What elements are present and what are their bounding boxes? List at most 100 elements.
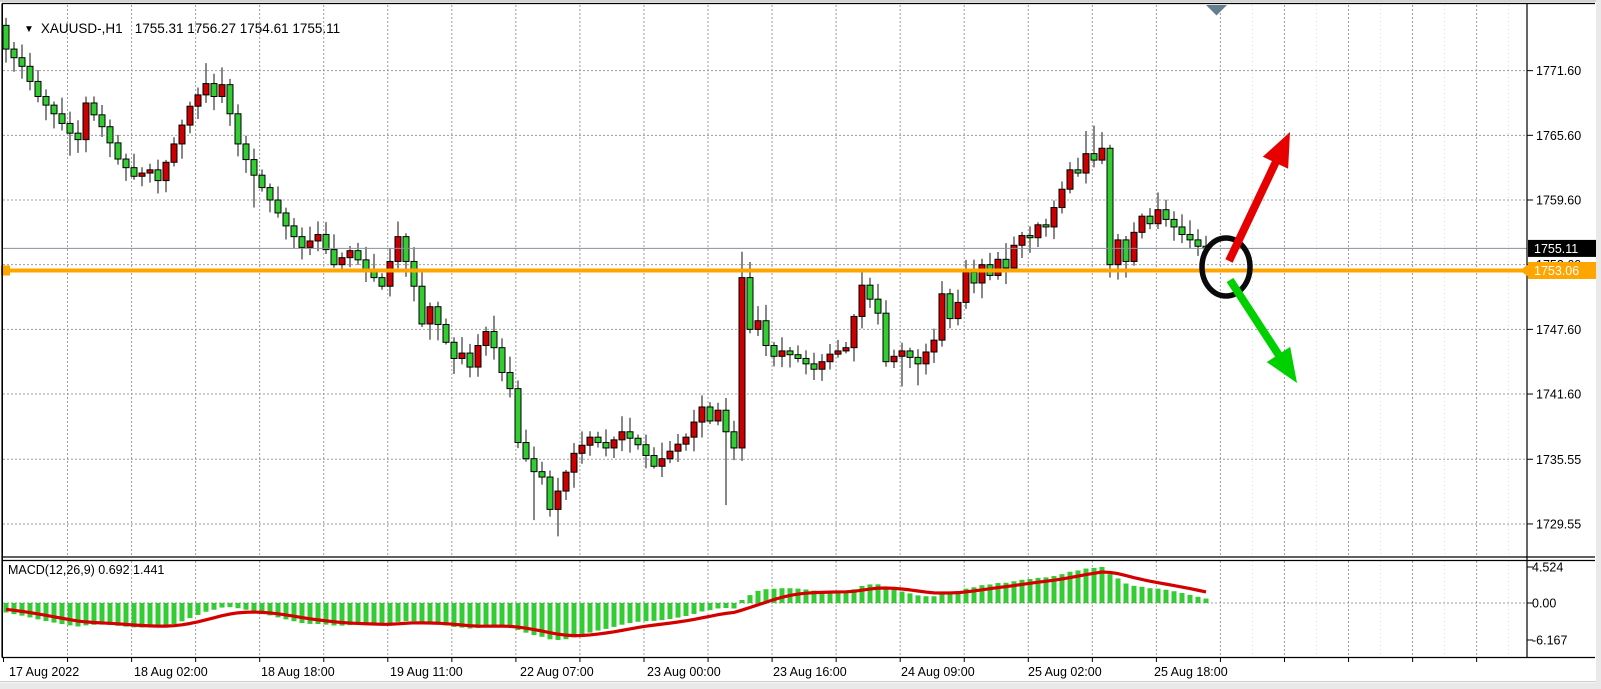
breakout-zone-circle-annotation[interactable] [1199, 235, 1253, 299]
macd-histogram-bar [659, 603, 665, 621]
time-axis-label: 22 Aug 07:00 [520, 665, 594, 679]
candle [818, 361, 826, 370]
macd-histogram-bar [867, 584, 873, 603]
window-right-edge [1596, 0, 1601, 689]
macd-histogram-bar [435, 603, 441, 625]
price-axis[interactable]: 1771.601765.601759.601753.601747.601741.… [1520, 64, 1596, 648]
macd-histogram-bar [859, 585, 865, 603]
macd-histogram-bar [371, 603, 377, 626]
macd-histogram-bar [1147, 588, 1153, 603]
price-axis-label: 1771.60 [1536, 64, 1581, 78]
macd-histogram-bar [339, 603, 345, 626]
macd-histogram-bar [307, 603, 313, 624]
macd-histogram-bar [1019, 579, 1025, 603]
candle [674, 443, 682, 452]
candle [162, 161, 170, 182]
candle [210, 83, 218, 98]
candle [1186, 233, 1194, 241]
macd-histogram-bar [1171, 591, 1177, 603]
macd-signal-line [5, 570, 1207, 638]
macd-histogram-bar [187, 603, 193, 619]
macd-histogram-bar [195, 603, 201, 615]
macd-histogram-bar [411, 603, 417, 622]
macd-histogram-bar [99, 603, 105, 625]
candle [82, 102, 90, 141]
macd-histogram-bar [1051, 576, 1057, 603]
macd-histogram-bar [515, 603, 521, 630]
trendline-anchor-handle[interactable] [1, 265, 10, 276]
macd-histogram-bar [235, 603, 241, 609]
macd-histogram-bar [819, 591, 825, 603]
candle [906, 350, 914, 358]
candle [362, 259, 370, 270]
macd-histogram-bar [267, 603, 273, 616]
macd-histogram-bar [387, 603, 393, 625]
candle [498, 347, 506, 373]
candle [874, 298, 882, 314]
candle [34, 80, 42, 98]
candle [194, 94, 202, 107]
candle [66, 122, 74, 134]
candle [978, 264, 986, 284]
macd-histogram-bar [603, 603, 609, 629]
candle [298, 236, 306, 248]
macd-histogram-bar [579, 603, 585, 636]
macd-histogram-bar [1035, 577, 1041, 603]
time-axis-label: 18 Aug 02:00 [134, 665, 208, 679]
annotations-layer [1199, 5, 1297, 383]
macd-histogram-bar [35, 603, 41, 620]
candle [842, 347, 850, 352]
macd-histogram-bar [675, 603, 681, 618]
macd-histogram-bar [395, 603, 401, 622]
overlay-lines[interactable] [1, 247, 1527, 276]
candle [338, 257, 346, 266]
macd-histogram-bar [507, 603, 513, 628]
candle [690, 421, 698, 438]
bearish-scenario-arrow-annotation[interactable] [1226, 277, 1297, 383]
time-axis-label: 23 Aug 16:00 [773, 665, 847, 679]
candle [170, 143, 178, 163]
macd-histogram-bar [363, 603, 369, 625]
candle [1146, 215, 1154, 225]
time-axis-label: 24 Aug 09:00 [901, 665, 975, 679]
candle [1018, 235, 1026, 246]
candle [482, 331, 490, 347]
macd-histogram-bar [1187, 594, 1193, 603]
candle [234, 113, 242, 145]
candle [586, 436, 594, 446]
macd-histogram-bar [1195, 596, 1201, 603]
candle [514, 388, 522, 444]
chart-shift-marker-icon[interactable] [1206, 5, 1227, 16]
macd-axis-label: -6.167 [1532, 634, 1567, 648]
macd-histogram-bar [203, 603, 209, 612]
chart-title-bar: ▼ XAUUSD-,H1 1755.31 1756.27 1754.61 1755.… [9, 2, 340, 36]
candles-layer [3, 17, 1210, 537]
macd-histogram-bar [523, 603, 529, 633]
candle [946, 293, 954, 320]
candle [610, 439, 618, 449]
macd-histogram-bar [739, 599, 745, 603]
candle [434, 306, 442, 326]
candle [994, 258, 1002, 276]
candle [890, 355, 898, 363]
macd-histogram-bar [763, 589, 769, 603]
macd-histogram-bar [851, 589, 857, 603]
bullish-scenario-arrow-annotation[interactable] [1225, 132, 1290, 263]
macd-axis-label: 4.524 [1532, 561, 1563, 575]
macd-histogram-bar [163, 603, 169, 627]
price-axis-label: 1765.60 [1536, 129, 1581, 143]
candle [282, 212, 290, 227]
macd-histogram-bar [875, 584, 881, 603]
macd-histogram-bar [539, 603, 545, 637]
macd-histogram-bar [1203, 598, 1209, 603]
macd-histogram-bar [211, 603, 217, 610]
candle [138, 172, 146, 177]
time-axis-label: 19 Aug 11:00 [390, 665, 463, 679]
price-axis-label: 1741.60 [1536, 388, 1581, 402]
candle [858, 284, 866, 317]
time-axis[interactable]: 17 Aug 2022 18 Aug 02:00 18 Aug 18:00 19 Au… [9, 665, 1228, 679]
macd-histogram-bar [1067, 571, 1073, 603]
candle [74, 132, 82, 141]
candle [418, 285, 426, 325]
macd-layer [3, 567, 1209, 640]
